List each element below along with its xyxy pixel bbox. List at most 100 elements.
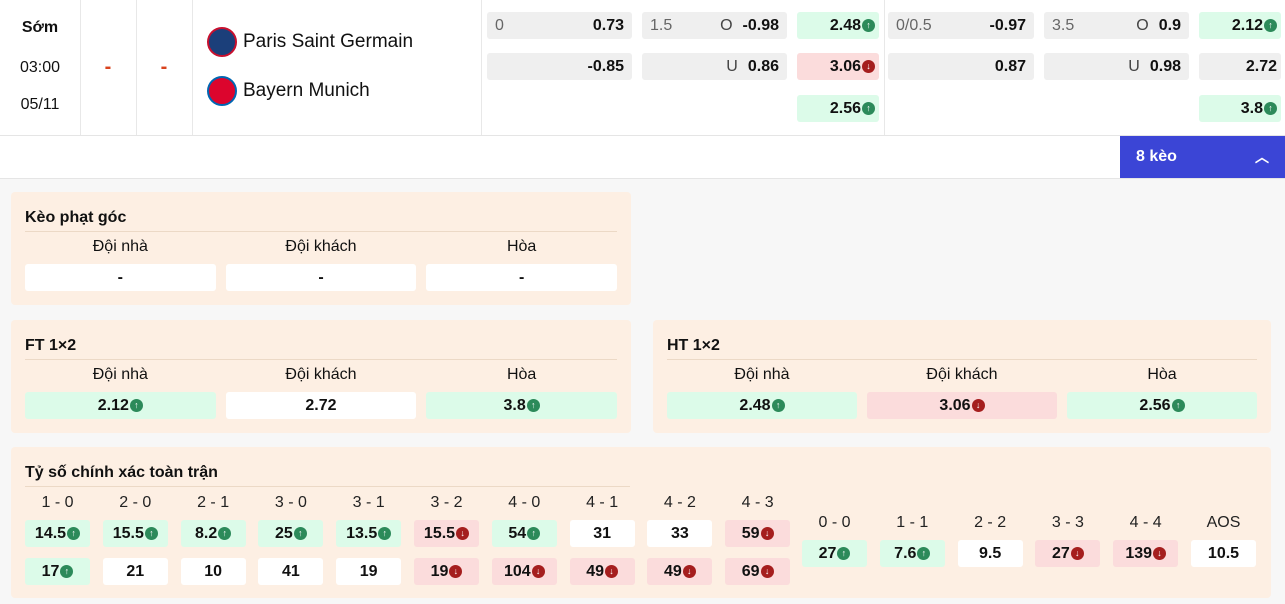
score-odds-cell[interactable]: 104 ↓	[491, 558, 557, 585]
arrow-up-icon: ↑	[60, 565, 74, 578]
arrow-down-icon: ↓	[682, 565, 696, 578]
panel-title: HT 1×2	[667, 337, 720, 354]
odds-cell[interactable]: 0.87	[888, 53, 1034, 80]
arrow-down-icon: ↓	[1153, 547, 1167, 560]
score-odds-cell[interactable]: 31	[569, 520, 635, 547]
divider	[80, 0, 81, 135]
odds-cell[interactable]: 2.72	[225, 392, 417, 419]
odds-cell[interactable]: 2.12 ↑	[1199, 12, 1281, 39]
score-odds-cell[interactable]: 139 ↓	[1113, 540, 1179, 567]
odds-cell[interactable]: 0/0.5 -0.97	[888, 12, 1034, 39]
score-odds-cell[interactable]: 69 ↓	[725, 558, 791, 585]
panel-title: Tỷ số chính xác toàn trận	[25, 464, 218, 481]
score-label: 4 - 1	[586, 494, 619, 511]
score-odds-cell[interactable]: 9.5	[957, 540, 1023, 567]
score-odds-cell[interactable]: 8.2 ↑	[180, 520, 246, 547]
arrow-up-icon: ↑	[67, 527, 81, 540]
arrow-up-icon: ↑	[144, 527, 158, 540]
arrow-down-icon: ↓	[1070, 547, 1084, 560]
odds-value: 2.48	[829, 16, 861, 34]
score-odds-cell[interactable]: 15.5 ↑	[102, 520, 168, 547]
odds-value: 7.6	[894, 544, 917, 562]
score-label: 0 - 0	[818, 514, 851, 531]
more-odds-button[interactable]: 8 kèo ︿	[1120, 136, 1285, 178]
odds-value: 49	[663, 562, 682, 580]
score-odds-cell[interactable]: 54 ↑	[491, 520, 557, 547]
arrow-up-icon: ↑	[1171, 399, 1185, 412]
odds-value: -0.85	[587, 57, 624, 75]
odds-cell[interactable]: 3.8 ↑	[1199, 95, 1281, 122]
score-odds-cell[interactable]: 21	[102, 558, 168, 585]
arrow-up-icon: ↑	[129, 399, 143, 412]
divider	[25, 231, 617, 232]
score-label: 1 - 1	[896, 514, 929, 531]
odds-value: 10.5	[1207, 544, 1240, 562]
odds-cell[interactable]: 3.8 ↑	[426, 392, 617, 419]
odds-cell[interactable]: -	[225, 264, 417, 291]
home-team[interactable]: Paris Saint Germain	[207, 27, 413, 57]
score-label: 4 - 4	[1129, 514, 1162, 531]
odds-cell[interactable]: 2.72	[1199, 53, 1281, 80]
odds-value: 33	[670, 524, 689, 542]
odds-value: 17	[41, 562, 60, 580]
away-team[interactable]: Bayern Munich	[207, 76, 370, 106]
odds-cell[interactable]: 3.5 O 0.9	[1044, 12, 1189, 39]
handicap-line: 0	[495, 16, 504, 34]
score-odds-cell[interactable]: 15.5 ↓	[414, 520, 479, 547]
score-label: 3 - 1	[352, 494, 385, 511]
odds-cell[interactable]: 2.48 ↑	[667, 392, 857, 419]
score-odds-cell[interactable]: 14.5 ↑	[25, 520, 90, 547]
arrow-down-icon: ↓	[862, 60, 875, 73]
odds-cell[interactable]: -0.85	[487, 53, 632, 80]
odds-value: 19	[359, 562, 378, 580]
odds-cell[interactable]: U 0.98	[1044, 53, 1189, 80]
odds-cell[interactable]: 1.5 O -0.98	[642, 12, 787, 39]
score-odds-cell[interactable]: 19	[336, 558, 402, 585]
score-odds-cell[interactable]: 19 ↓	[414, 558, 479, 585]
odds-value: 2.48	[739, 396, 771, 414]
arrow-up-icon: ↑	[1264, 102, 1277, 115]
arrow-up-icon: ↑	[293, 527, 307, 540]
odds-value: 139	[1125, 544, 1153, 562]
score-odds-cell[interactable]: 17 ↑	[25, 558, 90, 585]
odds-value: 25	[274, 524, 293, 542]
odds-cell[interactable]: 2.56 ↑	[797, 95, 879, 122]
odds-value: 59	[741, 524, 760, 542]
odds-cell[interactable]: U 0.86	[642, 53, 787, 80]
score-odds-cell[interactable]: 49 ↓	[569, 558, 635, 585]
score-odds-cell[interactable]: 59 ↓	[725, 520, 791, 547]
odds-value: -	[518, 268, 525, 286]
odds-cell[interactable]: 2.12 ↑	[25, 392, 216, 419]
arrow-down-icon: ↓	[531, 565, 545, 578]
score-odds-cell[interactable]: 13.5 ↑	[336, 520, 402, 547]
ht-panel: HT 1×2 Đội nhà 2.48 ↑ Đội khách 3.06 ↓ Hòa 2…	[653, 320, 1271, 433]
arrow-up-icon: ↑	[771, 399, 785, 412]
score-odds-cell[interactable]: 49 ↓	[647, 558, 713, 585]
odds-cell[interactable]: 3.06 ↓	[797, 53, 879, 80]
odds-value: 2.56	[1139, 396, 1171, 414]
over-under-label: O	[720, 16, 733, 34]
column-label: Hòa	[506, 238, 537, 255]
odds-cell[interactable]: -	[426, 264, 617, 291]
odds-value: 2.12	[97, 396, 129, 414]
odds-value: -0.97	[989, 16, 1026, 34]
arrow-up-icon: ↑	[526, 399, 540, 412]
over-under-label: O	[1136, 16, 1149, 34]
score-odds-cell[interactable]: 33	[647, 520, 713, 547]
score-odds-cell[interactable]: 27 ↓	[1035, 540, 1101, 567]
score-odds-cell[interactable]: 10	[180, 558, 246, 585]
psg-logo-icon	[207, 27, 237, 57]
score-label: 3 - 2	[430, 494, 463, 511]
score-odds-cell[interactable]: 27 ↑	[802, 540, 867, 567]
odds-cell[interactable]: 2.56 ↑	[1067, 392, 1257, 419]
score-odds-cell[interactable]: 41	[258, 558, 324, 585]
score-odds-cell[interactable]: 25 ↑	[258, 520, 324, 547]
odds-cell[interactable]: -	[25, 264, 216, 291]
score-odds-cell[interactable]: 10.5	[1191, 540, 1256, 567]
odds-cell[interactable]: 0 0.73	[487, 12, 632, 39]
odds-cell[interactable]: 3.06 ↓	[867, 392, 1057, 419]
odds-cell[interactable]: 2.48 ↑	[797, 12, 879, 39]
score-odds-cell[interactable]: 7.6 ↑	[879, 540, 945, 567]
odds-value: 10	[204, 562, 222, 580]
odds-value: 13.5	[346, 524, 378, 542]
